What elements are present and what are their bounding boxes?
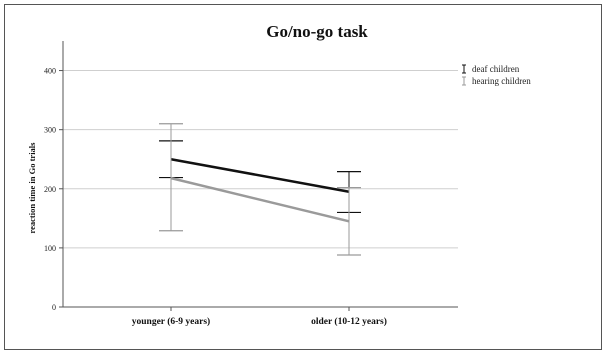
series-line <box>170 176 350 223</box>
y-tick-label: 100 <box>44 244 56 253</box>
legend: deaf children hearing children <box>462 64 531 86</box>
y-tick-labels: 0 100 200 300 400 <box>44 67 56 312</box>
y-tick-label: 400 <box>44 67 56 76</box>
x-category-labels: younger (6-9 years) older (10-12 years) <box>132 307 387 327</box>
chart-title: Go/no-go task <box>266 22 368 41</box>
legend-label: deaf children <box>472 64 520 74</box>
y-tick-label: 200 <box>44 185 56 194</box>
y-axis-label: reaction time in Go trials <box>27 142 37 234</box>
y-tick-label: 300 <box>44 126 56 135</box>
axes <box>62 41 458 308</box>
series-deaf-children <box>159 140 361 214</box>
x-category-label: older (10-12 years) <box>311 316 387 327</box>
y-tick-label: 0 <box>52 303 56 312</box>
x-category-label: younger (6-9 years) <box>132 316 210 327</box>
legend-label: hearing children <box>472 76 531 86</box>
chart-frame <box>4 4 602 350</box>
gridlines <box>59 70 458 308</box>
series-layer <box>159 123 361 256</box>
series-line <box>170 157 350 193</box>
series-hearing-children <box>159 123 361 256</box>
